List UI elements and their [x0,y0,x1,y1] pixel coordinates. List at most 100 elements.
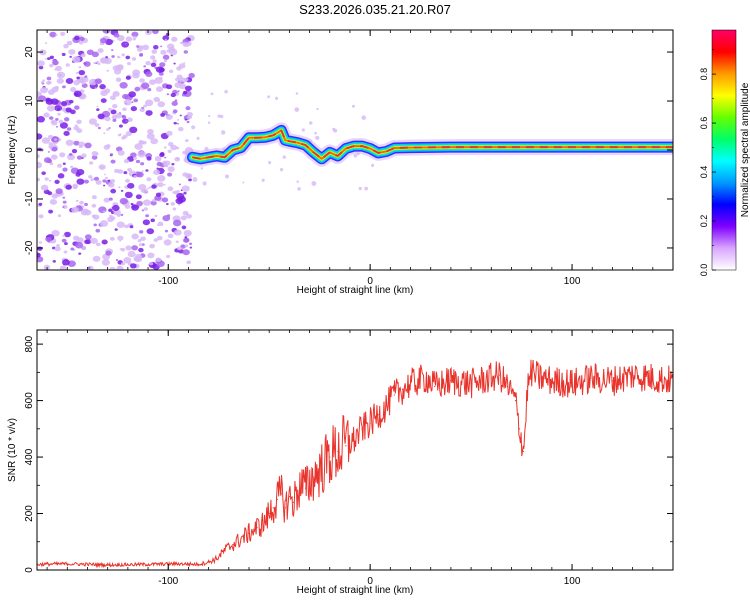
noise-dot [133,256,141,262]
spectrogram-ytick-label: 20 [24,46,35,58]
noise-dot [62,85,66,89]
noise-dot [131,31,139,38]
noise-dot [104,116,111,122]
noise-dot [183,229,192,237]
noise-dot [116,213,121,217]
noise-dot [159,151,165,156]
snr-point [256,527,258,529]
noise-dot [182,42,189,47]
noise-dot [146,228,155,235]
noise-dot [87,266,91,270]
noise-dot [56,243,60,247]
noise-dot [169,69,174,73]
noise-dot [57,163,63,168]
noise-dot [146,187,149,190]
noise-dot [183,237,190,243]
noise-dot [122,107,127,112]
snr-point [426,377,428,379]
noise-dot [93,176,100,181]
noise-dot [125,245,132,251]
noise-dot [137,239,142,243]
noise-dot [94,87,97,90]
noise-dot [47,191,53,196]
noise-dot [274,96,279,100]
noise-dot [137,150,146,158]
noise-dot [187,115,193,120]
noise-dot [114,228,118,231]
noise-dot [71,149,78,154]
noise-dot [127,169,130,171]
noise-dot [179,114,182,117]
noise-dot [152,30,159,35]
noise-dot [92,255,101,262]
noise-dot [145,169,149,172]
noise-dot [154,214,158,218]
noise-dot [164,38,167,41]
snr-point [147,563,149,565]
noise-dot [99,84,106,90]
noise-dot [160,49,167,55]
snr-point [304,487,307,489]
noise-dot [182,210,189,216]
noise-dot [131,245,139,251]
noise-dot [139,230,144,234]
noise-dot [184,244,189,248]
noise-dot [67,153,75,161]
noise-dot [99,57,108,64]
snr-point [527,385,529,388]
noise-dot [106,69,110,72]
noise-dot [145,30,153,35]
noise-dot [37,60,45,67]
noise-dot [150,218,155,223]
noise-dot [90,237,98,244]
noise-dot [63,250,68,254]
ridge-core [192,129,673,160]
noise-dot [108,197,113,201]
noise-dot [54,179,60,185]
snr-point [177,563,179,565]
snr-point [369,422,371,424]
snr-panel: -100 0 100 0 200 400 600 800 Height of straight… [7,329,674,596]
noise-dot [157,182,164,188]
noise-dot [84,234,92,240]
snr-ytick-label: 0 [24,567,35,573]
noise-dot [109,153,114,156]
noise-dot [186,213,192,219]
noise-dot [295,92,299,95]
snr-point [329,456,331,458]
noise-dot [126,62,131,66]
snr-point [377,414,379,416]
noise-dot [166,43,175,50]
noise-dot [38,65,44,70]
noise-dot [189,246,193,249]
noise-dot [125,55,131,60]
noise-dot [46,158,53,164]
noise-dot [146,156,152,161]
noise-dot [140,162,145,166]
snr-series [37,359,673,569]
noise-dot [78,144,83,149]
noise-dot [141,243,145,246]
noise-dot [174,156,181,162]
noise-dot [58,119,64,124]
noise-dot [112,103,118,109]
noise-dot [131,204,140,211]
noise-dot [75,71,79,74]
noise-dot [62,200,67,204]
spectrogram-xtick-label: 0 [367,276,373,287]
noise-dot [134,86,141,92]
noise-dot [47,151,50,153]
noise-dot [72,183,79,189]
noise-dot [115,64,124,71]
noise-dot [164,156,167,159]
snr-point [276,498,278,501]
noise-dot [78,66,82,69]
noise-dot [69,165,74,169]
noise-dot [166,254,171,259]
noise-dot [115,77,122,82]
noise-dot [91,155,98,160]
noise-dot [84,142,92,149]
snr-point [232,543,234,546]
noise-dot [172,207,177,211]
noise-dot [108,208,113,213]
